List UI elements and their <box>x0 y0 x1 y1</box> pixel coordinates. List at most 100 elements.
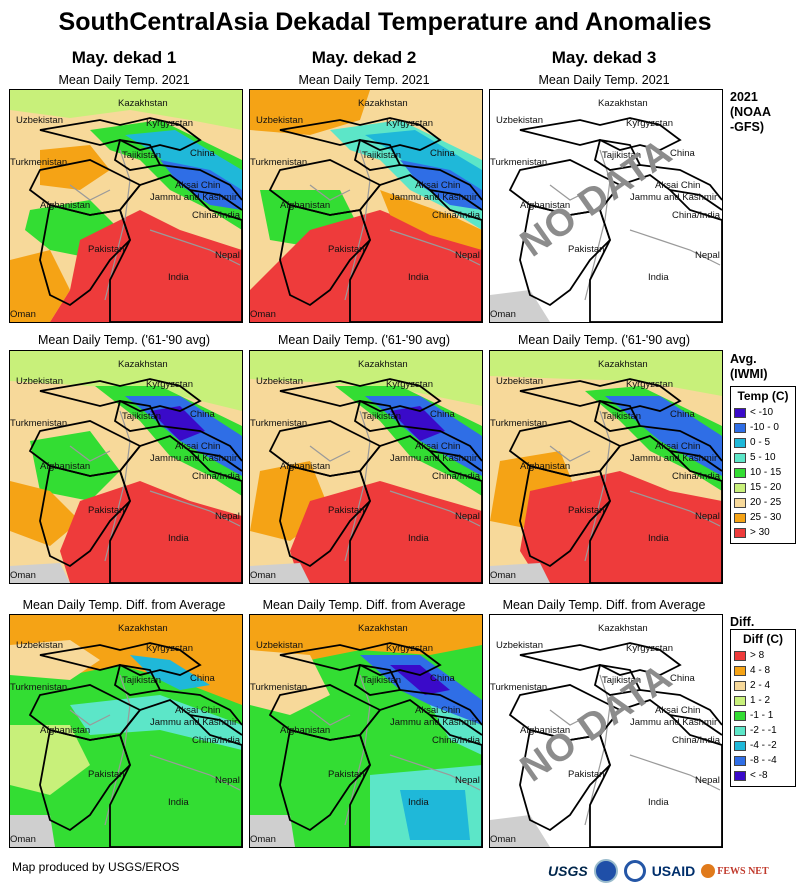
place-label: Turkmenistan <box>490 418 547 429</box>
place-label: China/India <box>192 735 241 746</box>
temp-legend-item: 20 - 25 <box>731 495 795 510</box>
country-border <box>593 663 642 696</box>
temperature-zone <box>490 563 550 583</box>
admin-boundary <box>549 184 591 201</box>
admin-boundary <box>389 490 481 527</box>
temperature-zone <box>400 790 470 840</box>
place-label: China/India <box>672 210 721 221</box>
admin-boundary <box>309 445 351 462</box>
admin-boundary <box>584 149 611 301</box>
place-label: China <box>430 148 456 159</box>
temperature-zone <box>10 563 70 583</box>
place-label: Pakistan <box>88 505 124 516</box>
admin-boundary <box>549 709 591 726</box>
temperature-zone <box>10 90 242 130</box>
temp-legend-swatch <box>734 482 746 493</box>
country-border <box>189 189 242 211</box>
place-label: Pakistan <box>88 769 124 780</box>
temp-legend-item: 5 - 10 <box>731 450 795 465</box>
place-label: Aksai Chin <box>175 180 220 191</box>
place-label: Kyrgyzstan <box>386 643 433 654</box>
country-border <box>519 203 612 307</box>
diff-legend-swatch <box>734 770 746 781</box>
place-label: Kazakhstan <box>118 98 168 109</box>
temperature-zone <box>10 351 242 411</box>
diff-legend-label: 2 - 4 <box>750 680 771 691</box>
country-border <box>279 203 372 307</box>
country-border <box>349 698 482 847</box>
place-label: India <box>408 533 429 544</box>
place-label: Pakistan <box>568 505 604 516</box>
place-label: Oman <box>10 834 36 845</box>
place-label: Pakistan <box>568 769 604 780</box>
country-border <box>589 698 722 847</box>
country-border <box>353 399 402 432</box>
country-border <box>639 425 722 462</box>
place-label: China/India <box>432 735 481 746</box>
country-border <box>589 173 722 322</box>
country-border <box>159 689 242 726</box>
country-border <box>639 164 722 201</box>
place-label: China/India <box>192 471 241 482</box>
place-label: Aksai Chin <box>655 441 700 452</box>
temperature-zone <box>10 725 90 795</box>
temp-legend-item: 25 - 30 <box>731 510 795 525</box>
admin-boundary <box>104 149 131 301</box>
place-label: Pakistan <box>328 505 364 516</box>
place-label: Oman <box>490 570 516 581</box>
temp-legend-item: > 30 <box>731 525 795 540</box>
place-label: Tajikistan <box>362 150 401 161</box>
admin-boundary <box>389 229 481 266</box>
admin-boundary <box>149 490 241 527</box>
place-label: Oman <box>250 834 276 845</box>
diff-legend-label: -8 - -4 <box>750 755 777 766</box>
place-label: Aksai Chin <box>175 441 220 452</box>
noaa-logo <box>593 859 618 883</box>
place-label: Oman <box>10 570 36 581</box>
row-label-diff: Diff. <box>730 615 755 629</box>
place-label: Pakistan <box>328 769 364 780</box>
country-border <box>399 689 482 726</box>
temperature-zone <box>10 481 80 546</box>
place-label: Jammu and Kashmir <box>390 453 477 464</box>
place-label: Kazakhstan <box>358 359 408 370</box>
place-label: Turkmenistan <box>10 682 67 693</box>
temp-legend-label: > 30 <box>750 527 770 538</box>
map-avg-dekad-2: Kazakhstan Uzbekistan Kyrgyzstan China Tajik… <box>249 350 483 584</box>
diff-legend-item: 1 - 2 <box>731 693 795 708</box>
place-label: Oman <box>490 834 516 845</box>
temperature-zone <box>290 481 482 583</box>
place-label: Nepal <box>215 250 240 261</box>
place-label: China <box>190 409 216 420</box>
place-label: Tajikistan <box>362 675 401 686</box>
usaid-seal <box>623 860 646 882</box>
country-border <box>113 663 162 696</box>
subtitle-r2c3: Mean Daily Temp. ('61-'90 avg) <box>518 333 690 347</box>
temp-legend-swatch <box>734 437 746 448</box>
country-border <box>519 464 612 568</box>
subtitle-r1c2: Mean Daily Temp. 2021 <box>298 73 430 87</box>
place-label: Kyrgyzstan <box>146 643 193 654</box>
place-label: Turkmenistan <box>10 157 67 168</box>
place-label: Kazakhstan <box>598 623 648 634</box>
temp-legend-swatch <box>734 422 746 433</box>
place-label: Tajikistan <box>602 675 641 686</box>
place-label: Afghanistan <box>520 461 570 472</box>
place-label: Nepal <box>455 511 480 522</box>
subtitle-r1c1: Mean Daily Temp. 2021 <box>58 73 190 87</box>
temp-legend-label: 20 - 25 <box>750 497 782 508</box>
temperature-zone <box>10 640 100 680</box>
temperature-zone <box>390 665 450 695</box>
diff-legend-item: 2 - 4 <box>731 678 795 693</box>
place-label: Tajikistan <box>602 150 641 161</box>
place-label: China <box>670 148 696 159</box>
place-label: Kyrgyzstan <box>626 379 673 390</box>
temperature-zone <box>520 471 722 583</box>
country-border <box>39 203 132 307</box>
place-label: Tajikistan <box>122 411 161 422</box>
temp-legend-swatch <box>734 467 746 478</box>
place-label: China <box>430 409 456 420</box>
temp-legend-item: 0 - 5 <box>731 435 795 450</box>
place-label: Uzbekistan <box>16 115 63 126</box>
place-label: Jammu and Kashmir <box>150 453 237 464</box>
